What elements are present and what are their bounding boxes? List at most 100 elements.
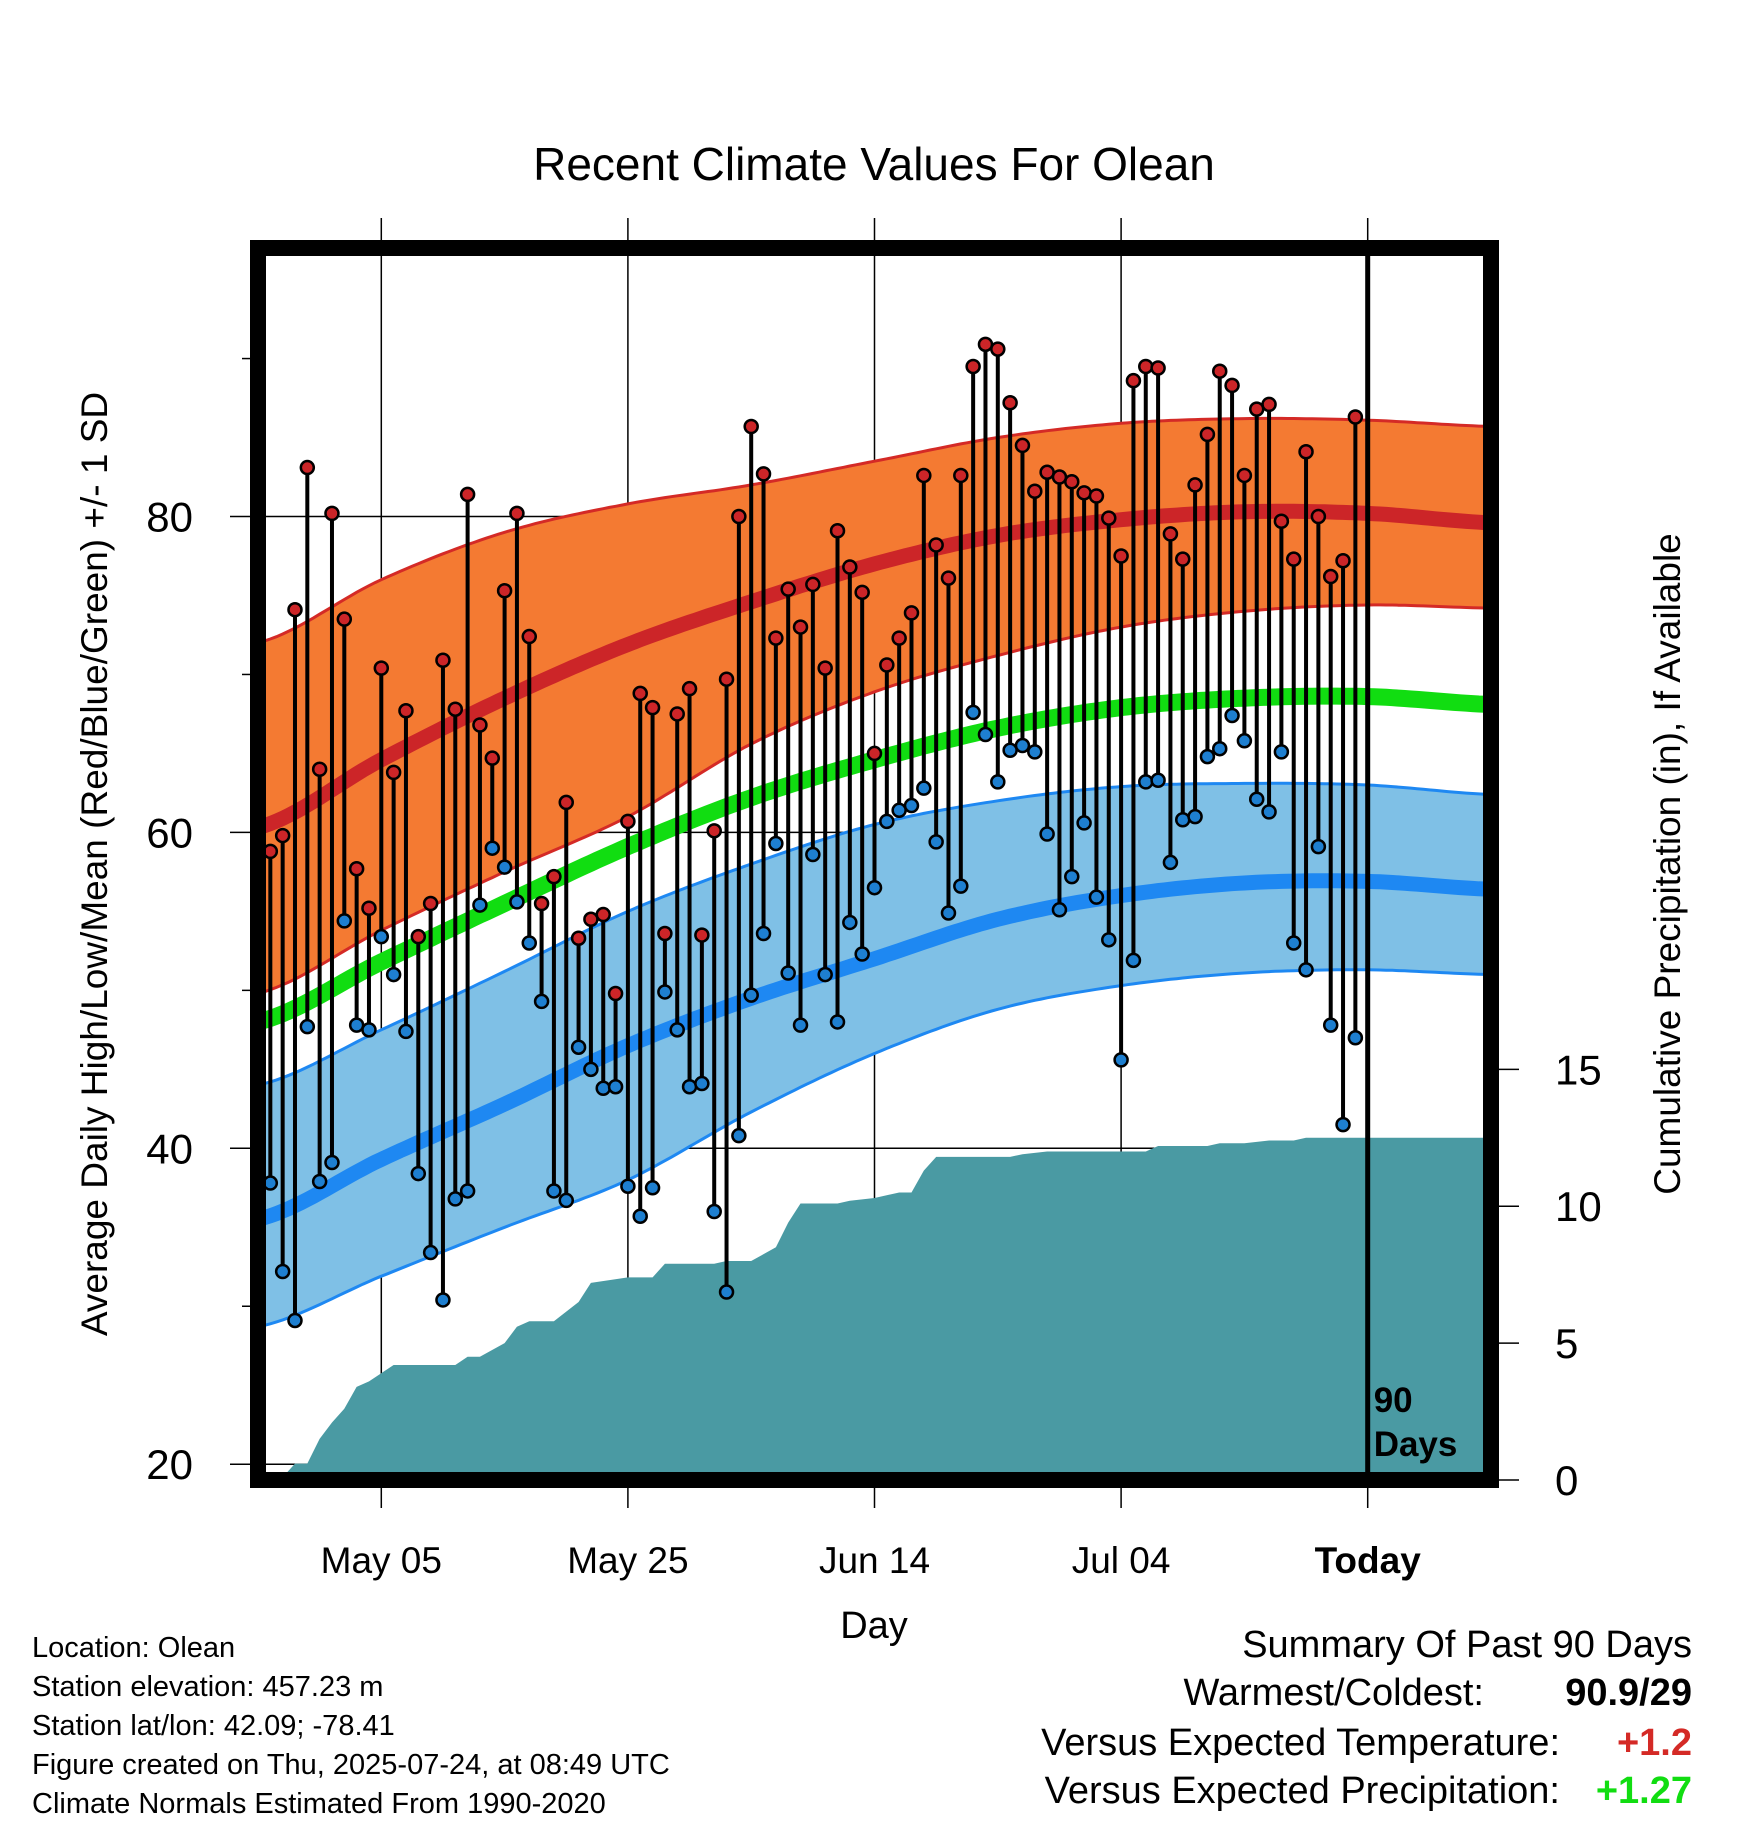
summary-warmest-label: Warmest/Coldest:: [1183, 1672, 1484, 1714]
daily-high-point: [496, 582, 513, 599]
daily-high-point: [891, 630, 907, 646]
summary-temp-row: Versus Expected Temperature: +1.2: [900, 1722, 1692, 1772]
daily-low-point: [607, 1078, 624, 1095]
daily-low-point: [755, 925, 772, 942]
daily-high-point: [718, 671, 735, 687]
daily-high-point: [1310, 508, 1327, 525]
high-lower-edge: [258, 603, 1491, 995]
daily-high-point: [965, 358, 981, 375]
x-tick-label: Today: [1315, 1540, 1422, 1581]
daily-high-point: [447, 701, 464, 717]
daily-low-point: [1273, 744, 1290, 760]
daily-high-point: [1014, 437, 1031, 454]
daily-low-point: [583, 1061, 599, 1078]
summary-warmest-value: 90.9/29: [1565, 1672, 1692, 1714]
daily-low-point: [1014, 737, 1031, 754]
plot-area: [258, 336, 1491, 1480]
daily-high-point: [632, 685, 648, 702]
daily-low-point: [1199, 748, 1216, 765]
daily-high-point: [1175, 551, 1191, 567]
daily-high-point: [410, 928, 427, 945]
daily-high-point: [521, 628, 538, 645]
summary-precip-value: +1.27: [1595, 1770, 1692, 1812]
daily-low-point: [842, 914, 858, 931]
daily-high-point: [583, 911, 599, 928]
daily-low-point: [1298, 962, 1314, 978]
daily-high-point: [1261, 396, 1277, 413]
daily-high-point: [1298, 444, 1314, 460]
summary-precip-row: Versus Expected Precipitation: +1.27: [900, 1770, 1692, 1820]
daily-high-point: [459, 486, 476, 503]
daily-high-point: [299, 459, 316, 476]
y2-axis-label: Cumulative Precipitation (in), If Availa…: [1647, 533, 1688, 1195]
daily-low-point: [1002, 742, 1018, 759]
daily-high-point: [1076, 485, 1092, 501]
summary-precip-label: Versus Expected Precipitation:: [1044, 1770, 1560, 1812]
daily-low-point: [1310, 838, 1327, 855]
daily-high-point: [731, 508, 747, 525]
summary-temp-value: +1.2: [1616, 1722, 1692, 1764]
daily-low-point: [620, 1178, 636, 1194]
daily-high-point: [385, 764, 402, 781]
info-latlon: Station lat/lon: 42.09; -78.41: [32, 1710, 395, 1742]
daily-low-point: [509, 894, 525, 910]
x-tick-label: Jul 04: [1072, 1540, 1171, 1581]
daily-low-point: [287, 1312, 303, 1329]
daily-high-point: [743, 418, 759, 435]
daily-low-point: [916, 780, 932, 796]
daily-low-point: [805, 846, 821, 863]
daily-high-point: [1335, 552, 1351, 569]
daily-low-point: [459, 1183, 476, 1199]
daily-low-point: [410, 1165, 427, 1182]
daily-high-point: [533, 895, 550, 912]
daily-high-point: [1162, 526, 1179, 542]
daily-low-point: [348, 1017, 365, 1033]
daily-high-point: [1187, 477, 1203, 493]
daily-high-point: [879, 657, 895, 673]
daily-low-point: [879, 813, 895, 830]
daily-low-point: [694, 1075, 710, 1092]
daily-low-point: [817, 966, 833, 983]
daily-low-point: [1051, 902, 1068, 918]
daily-low-point: [595, 1080, 611, 1097]
daily-low-point: [299, 1018, 316, 1035]
daily-high-point: [373, 660, 390, 676]
daily-high-point: [570, 930, 587, 946]
y-tick-label: 60: [146, 809, 193, 856]
info-location: Location: Olean: [32, 1632, 236, 1664]
daily-low-point: [385, 966, 402, 983]
daily-high-point: [287, 601, 303, 618]
daily-low-point: [472, 897, 488, 913]
high-upper-edge: [258, 416, 1491, 645]
daily-high-point: [866, 745, 883, 762]
daily-low-point: [1175, 812, 1191, 828]
daily-high-point: [940, 570, 957, 586]
daily-low-point: [422, 1244, 439, 1261]
daily-low-point: [324, 1154, 340, 1171]
y-axis-label: Average Daily High/Low/Mean (Red/Blue/Gr…: [74, 392, 115, 1336]
daily-high-point: [644, 699, 661, 716]
low-normal-line: [258, 873, 1491, 1227]
y2-tick-label: 10: [1555, 1183, 1602, 1230]
daily-high-point: [1064, 474, 1080, 490]
daily-low-point: [1285, 935, 1302, 951]
y2-tick-label: 0: [1555, 1457, 1578, 1504]
daily-high-point: [1224, 377, 1240, 394]
daily-low-point: [903, 797, 920, 814]
daily-high-point: [792, 619, 809, 635]
daily-low-point: [1125, 952, 1142, 969]
daily-low-point: [743, 987, 759, 1003]
daily-high-point: [768, 630, 784, 646]
daily-low-point: [1162, 854, 1179, 871]
y-tick-label: 80: [146, 494, 193, 541]
daily-low-point: [1322, 1017, 1339, 1033]
daily-high-point: [1039, 464, 1055, 481]
daily-low-point: [632, 1208, 648, 1224]
x-tick-label: Jun 14: [819, 1540, 930, 1581]
daily-low-point: [965, 704, 981, 721]
daily-high-point: [657, 925, 673, 942]
daily-low-point: [718, 1284, 735, 1300]
daily-high-point: [1113, 548, 1129, 564]
x-tick-label: May 25: [567, 1540, 688, 1581]
